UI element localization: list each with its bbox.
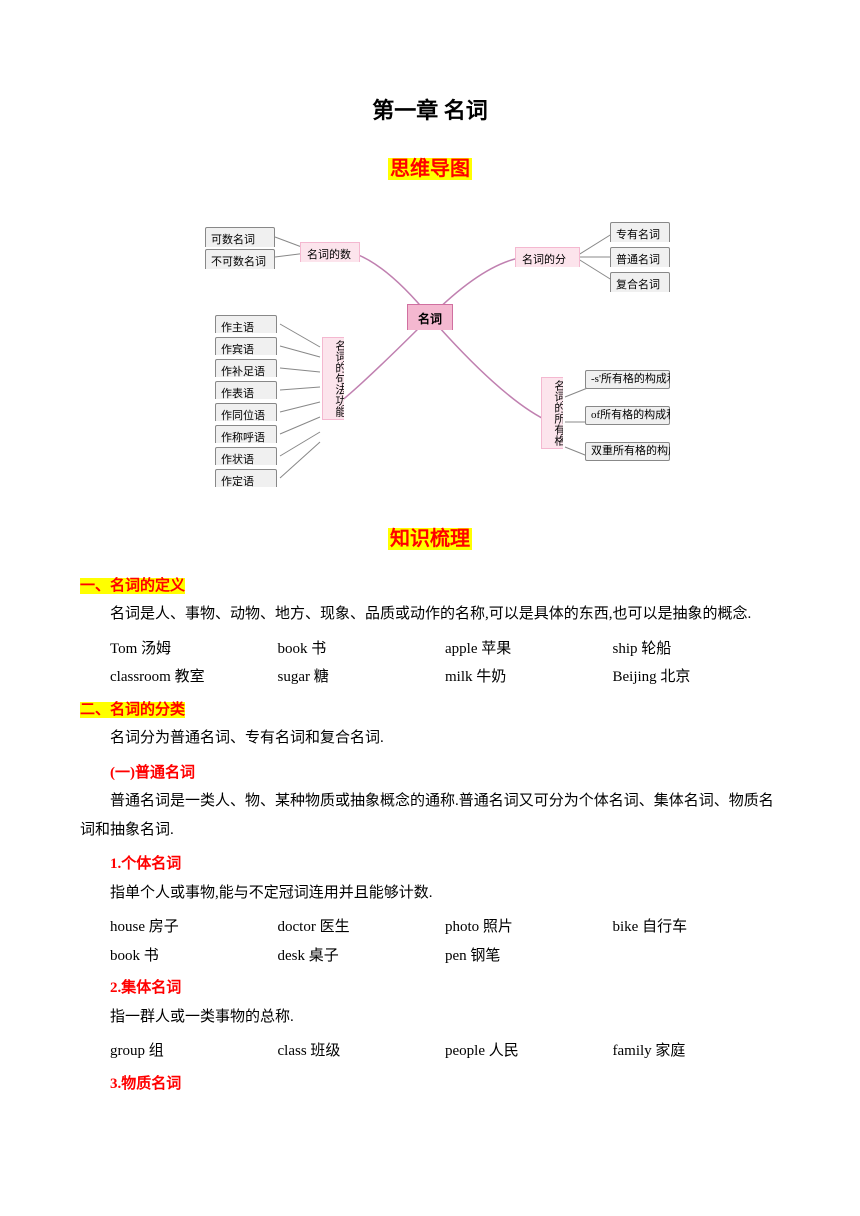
mindmap-section-title: 思维导图	[80, 150, 780, 188]
mm-leaf: 可数名词	[205, 227, 275, 247]
example-item: book 书	[110, 942, 278, 971]
heading-1: 一、名词的定义	[80, 578, 185, 594]
mm-leaf: 不可数名词	[205, 249, 275, 269]
example-item: bike 自行车	[613, 913, 781, 942]
example-item: milk 牛奶	[445, 663, 613, 692]
example-item: sugar 糖	[278, 663, 446, 692]
mm-leaf: -s'所有格的构成和用法	[585, 370, 670, 389]
mindmap-title-text: 思维导图	[388, 158, 472, 180]
heading-s3: 3.物质名词	[80, 1070, 780, 1099]
mm-leaf: 作主语	[215, 315, 277, 333]
mm-hub: 名词的数	[300, 242, 360, 262]
example-item: desk 桌子	[278, 942, 446, 971]
chapter-title: 第一章 名词	[80, 90, 780, 132]
content-body: 一、名词的定义 名词是人、事物、动物、地方、现象、品质或动作的名称,可以是具体的…	[80, 572, 780, 1099]
example-item: classroom 教室	[110, 663, 278, 692]
mm-hub: 名词的分类	[515, 247, 580, 267]
example-item: group 组	[110, 1037, 278, 1066]
mm-leaf: 作称呼语	[215, 425, 277, 443]
mm-leaf: 专有名词	[610, 222, 670, 242]
mm-leaf: 作宾语	[215, 337, 277, 355]
example-item: people 人民	[445, 1037, 613, 1066]
h1-para: 名词是人、事物、动物、地方、现象、品质或动作的名称,可以是具体的东西,也可以是抽…	[80, 600, 780, 629]
heading-s1: 1.个体名词	[80, 850, 780, 879]
heading-2-1: (一)普通名词	[80, 759, 780, 788]
knowledge-section-title: 知识梳理	[80, 520, 780, 558]
example-item: photo 照片	[445, 913, 613, 942]
example-item: class 班级	[278, 1037, 446, 1066]
heading-s2: 2.集体名词	[80, 974, 780, 1003]
h2-para: 名词分为普通名词、专有名词和复合名词.	[80, 724, 780, 753]
example-item: Tom 汤姆	[110, 635, 278, 664]
mm-leaf: 作表语	[215, 381, 277, 399]
knowledge-title-text: 知识梳理	[388, 528, 472, 550]
s2-para: 指一群人或一类事物的总称.	[80, 1003, 780, 1032]
example-item: doctor 医生	[278, 913, 446, 942]
mm-leaf: of所有格的构成和用法	[585, 406, 670, 425]
heading-2: 二、名词的分类	[80, 702, 185, 718]
s1-examples: house 房子 doctor 医生 photo 照片 bike 自行车 boo…	[110, 913, 780, 970]
mm-leaf: 作定语	[215, 469, 277, 487]
mm-leaf: 作同位语	[215, 403, 277, 421]
mm-hub: 名词的句法功能	[322, 337, 344, 420]
mm-leaf: 作补足语	[215, 359, 277, 377]
example-item: pen 钢笔	[445, 942, 613, 971]
mm-hub: 名词的所有格	[541, 377, 563, 449]
example-item: Beijing 北京	[613, 663, 781, 692]
s2-examples: group 组 class 班级 people 人民 family 家庭	[110, 1037, 780, 1066]
example-item: book 书	[278, 635, 446, 664]
h1-examples: Tom 汤姆 book 书 apple 苹果 ship 轮船 classroom…	[110, 635, 780, 692]
mm-leaf: 双重所有格的构成和用法	[585, 442, 670, 461]
s1-para: 指单个人或事物,能与不定冠词连用并且能够计数.	[80, 879, 780, 908]
example-item: family 家庭	[613, 1037, 781, 1066]
mm-leaf: 普通名词	[610, 247, 670, 267]
mm-leaf: 作状语	[215, 447, 277, 465]
example-item: apple 苹果	[445, 635, 613, 664]
mindmap-diagram: 可数名词 不可数名词 名词的数 名词的分类 专有名词 普通名词 复合名词 名词 …	[80, 202, 780, 502]
mm-center: 名词	[407, 304, 453, 330]
mm-leaf: 复合名词	[610, 272, 670, 292]
example-item: ship 轮船	[613, 635, 781, 664]
example-item: house 房子	[110, 913, 278, 942]
h2-1-para: 普通名词是一类人、物、某种物质或抽象概念的通称.普通名词又可分为个体名词、集体名…	[80, 787, 780, 844]
